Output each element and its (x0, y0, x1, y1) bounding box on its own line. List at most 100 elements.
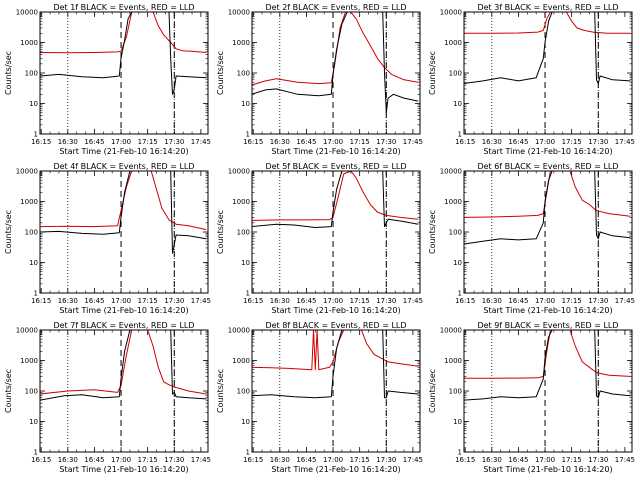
y-tick-label: 1 (458, 131, 462, 139)
y-axis-label: Counts/sec (216, 369, 225, 413)
y-tick-label: 1000 (20, 39, 38, 47)
y-tick-label: 10 (241, 100, 250, 108)
x-tick-label: 16:15 (455, 138, 475, 146)
x-tick-label: 16:30 (270, 297, 290, 305)
plot-frame (251, 11, 421, 135)
y-tick-label: 100 (237, 70, 250, 78)
y-tick-label: 1 (246, 449, 250, 457)
y-tick-label: 10000 (16, 9, 38, 17)
y-axis-label: Counts/sec (428, 210, 437, 254)
x-tick-label: 16:30 (482, 138, 502, 146)
x-tick-label: 16:30 (270, 138, 290, 146)
x-tick-label: 16:45 (296, 138, 316, 146)
x-tick-label: 17:45 (191, 456, 211, 464)
y-tick-label: 10000 (228, 9, 250, 17)
y-tick-label: 1 (34, 290, 38, 298)
events-series-line (464, 330, 631, 401)
y-tick-label: 1000 (232, 198, 250, 206)
x-tick-label: 17:15 (138, 138, 158, 146)
x-tick-label: 16:15 (31, 138, 51, 146)
x-axis-label: Start Time (21-Feb-10 16:14:20) (483, 465, 612, 474)
x-tick-label: 17:15 (562, 456, 582, 464)
x-tick-label: 17:30 (164, 456, 184, 464)
lld-series-line (464, 171, 631, 218)
chart-panel: Det 2f BLACK = Events, RED = LLD Counts/s… (216, 3, 423, 156)
x-tick-label: 16:30 (58, 297, 78, 305)
x-tick-label: 16:30 (482, 297, 502, 305)
y-tick-label: 10000 (440, 327, 462, 335)
y-tick-label: 10000 (16, 327, 38, 335)
chart-panel: Det 9f BLACK = Events, RED = LLD Counts/s… (428, 321, 635, 474)
y-axis-label: Counts/sec (428, 369, 437, 413)
x-tick-label: 17:15 (562, 138, 582, 146)
x-tick-label: 17:30 (164, 297, 184, 305)
x-tick-label: 16:15 (243, 138, 263, 146)
x-tick-label: 16:15 (31, 297, 51, 305)
x-tick-label: 17:45 (191, 297, 211, 305)
chart-panel: Det 4f BLACK = Events, RED = LLD Counts/s… (4, 162, 211, 315)
x-tick-label: 17:15 (350, 456, 370, 464)
y-tick-label: 100 (449, 229, 462, 237)
y-tick-label: 1 (246, 290, 250, 298)
y-tick-label: 1 (458, 449, 462, 457)
series-group (252, 171, 419, 228)
x-tick-label: 17:30 (164, 138, 184, 146)
x-tick-label: 17:15 (350, 138, 370, 146)
x-tick-label: 17:45 (403, 138, 423, 146)
x-tick-label: 16:45 (84, 138, 104, 146)
chart-title: Det 2f BLACK = Events, RED = LLD (265, 3, 406, 12)
x-tick-label: 17:00 (323, 297, 343, 305)
series-group (464, 330, 631, 401)
y-tick-label: 100 (25, 70, 38, 78)
x-tick-label: 17:45 (615, 297, 635, 305)
x-axis-label: Start Time (21-Feb-10 16:14:20) (271, 465, 400, 474)
x-tick-label: 16:30 (58, 456, 78, 464)
y-axis-label: Counts/sec (4, 210, 13, 254)
chart-panel: Det 3f BLACK = Events, RED = LLD Counts/s… (428, 3, 635, 156)
series-group (40, 12, 207, 95)
x-axis-label: Start Time (21-Feb-10 16:14:20) (59, 465, 188, 474)
x-tick-label: 16:15 (455, 297, 475, 305)
x-tick-label: 17:15 (562, 297, 582, 305)
x-axis-label: Start Time (21-Feb-10 16:14:20) (271, 306, 400, 315)
x-tick-label: 17:15 (138, 456, 158, 464)
chart-title: Det 1f BLACK = Events, RED = LLD (53, 3, 194, 12)
x-tick-label: 16:15 (243, 456, 263, 464)
chart-panel: Det 7f BLACK = Events, RED = LLD Counts/s… (4, 321, 211, 474)
plot-frame (39, 329, 209, 453)
x-tick-label: 17:00 (535, 456, 555, 464)
series-group (40, 330, 207, 401)
x-tick-label: 16:45 (508, 456, 528, 464)
y-tick-label: 10000 (440, 168, 462, 176)
x-axis-label: Start Time (21-Feb-10 16:14:20) (483, 306, 612, 315)
y-tick-label: 1000 (444, 198, 462, 206)
y-tick-label: 10 (241, 259, 250, 267)
events-series-line (252, 12, 419, 114)
events-series-line (464, 12, 631, 85)
x-tick-label: 17:45 (191, 138, 211, 146)
y-tick-label: 100 (237, 229, 250, 237)
y-tick-label: 10000 (440, 9, 462, 17)
lld-series-line (464, 12, 631, 34)
x-axis-label: Start Time (21-Feb-10 16:14:20) (483, 147, 612, 156)
chart-title: Det 7f BLACK = Events, RED = LLD (53, 321, 194, 330)
chart-title: Det 4f BLACK = Events, RED = LLD (53, 162, 194, 171)
y-tick-label: 1 (34, 131, 38, 139)
plot-frame (463, 11, 633, 135)
plot-frame (39, 170, 209, 294)
x-tick-label: 17:00 (111, 138, 131, 146)
x-tick-label: 16:45 (84, 297, 104, 305)
y-tick-label: 1000 (20, 198, 38, 206)
plot-frame (463, 329, 633, 453)
y-tick-label: 100 (25, 388, 38, 396)
chart-title: Det 6f BLACK = Events, RED = LLD (477, 162, 618, 171)
events-series-line (40, 12, 207, 95)
chart-title: Det 9f BLACK = Events, RED = LLD (477, 321, 618, 330)
x-tick-label: 17:45 (615, 456, 635, 464)
lld-series-line (464, 330, 631, 379)
x-tick-label: 16:45 (296, 456, 316, 464)
x-tick-label: 16:30 (58, 138, 78, 146)
x-tick-label: 17:00 (323, 456, 343, 464)
x-tick-label: 16:30 (482, 456, 502, 464)
